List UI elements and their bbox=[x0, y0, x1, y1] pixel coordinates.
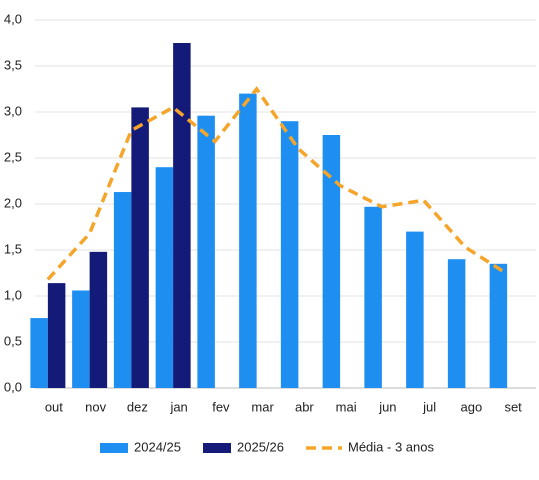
legend-label: Média - 3 anos bbox=[348, 439, 434, 454]
bar bbox=[489, 263, 508, 388]
x-tick-label: nov bbox=[85, 399, 106, 414]
legend-swatch bbox=[100, 443, 128, 453]
bar bbox=[173, 43, 191, 388]
bar bbox=[47, 283, 66, 388]
bar bbox=[72, 290, 90, 388]
bar bbox=[155, 167, 174, 388]
bar bbox=[322, 135, 341, 388]
y-tick-label: 3,0 bbox=[4, 103, 22, 118]
y-tick-label: 3,5 bbox=[4, 57, 22, 72]
y-tick-label: 2,0 bbox=[4, 195, 22, 210]
y-tick-label: 1,5 bbox=[4, 241, 22, 256]
x-tick-label: jun bbox=[378, 399, 396, 414]
y-tick-label: 2,5 bbox=[4, 149, 22, 164]
bar bbox=[113, 192, 132, 388]
x-tick-label: ago bbox=[461, 399, 483, 414]
bar bbox=[406, 231, 424, 388]
y-tick-label: 4,0 bbox=[4, 11, 22, 26]
bar bbox=[447, 259, 466, 388]
legend-label: 2024/25 bbox=[134, 439, 181, 454]
bar bbox=[239, 93, 257, 388]
bar bbox=[364, 206, 382, 388]
bar bbox=[131, 107, 149, 389]
x-tick-label: set bbox=[504, 399, 522, 414]
x-tick-label: abr bbox=[295, 399, 314, 414]
y-tick-label: 0,0 bbox=[4, 379, 22, 394]
legend-swatch bbox=[203, 443, 231, 453]
line-series bbox=[46, 86, 509, 281]
y-tick-label: 0,5 bbox=[4, 333, 22, 348]
x-tick-label: out bbox=[45, 399, 63, 414]
legend-label: 2025/26 bbox=[237, 439, 284, 454]
x-tick-label: fev bbox=[212, 399, 230, 414]
bar bbox=[197, 115, 215, 389]
bar bbox=[89, 251, 108, 388]
bar bbox=[280, 121, 299, 388]
x-tick-label: jul bbox=[422, 399, 436, 414]
x-tick-label: dez bbox=[127, 399, 148, 414]
bar bbox=[30, 318, 48, 388]
x-tick-label: mai bbox=[336, 399, 357, 414]
y-tick-label: 1,0 bbox=[4, 287, 22, 302]
x-tick-label: mar bbox=[251, 399, 274, 414]
x-tick-label: jan bbox=[169, 399, 187, 414]
